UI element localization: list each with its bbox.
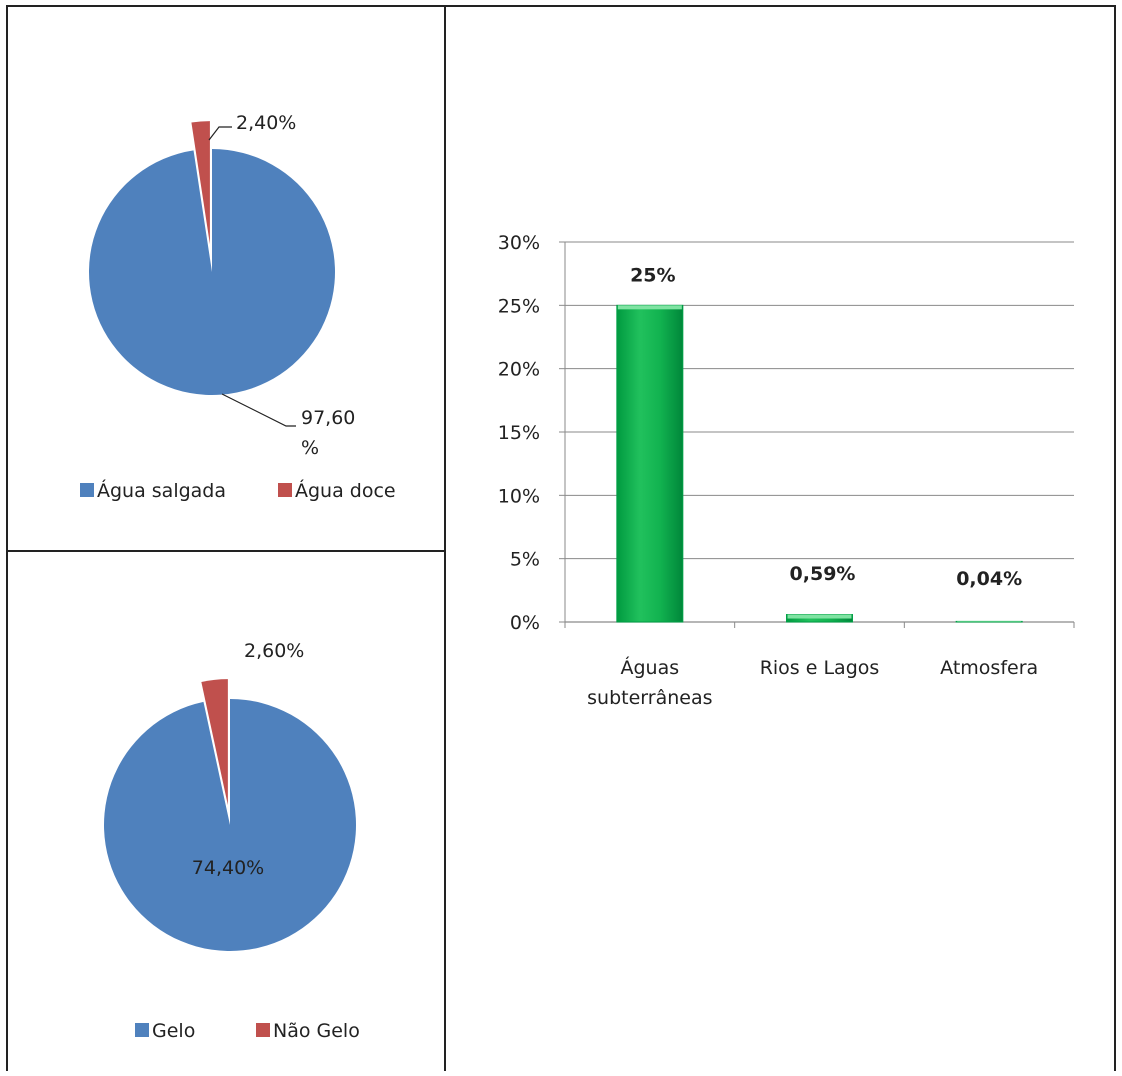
x-tick-label-rios-e-lagos: Rios e Lagos (760, 657, 880, 679)
frame-right-border (1114, 5, 1116, 1071)
bar-chart-freshwater: 0% 5% 10% 15% 20% 25% 30% 25% Águas subterrâneas 0… (498, 232, 1075, 709)
frame-horizontal-divider (6, 550, 445, 552)
y-tick-label: 5% (510, 549, 540, 571)
pie-data-label-agua-salgada: 97,60% (301, 407, 355, 459)
x-tick-label-atmosfera: Atmosfera (940, 657, 1038, 679)
bar-highlight (617, 305, 682, 310)
legend-swatch-nao-gelo (256, 1023, 270, 1037)
bar-highlight (787, 614, 852, 619)
y-tick-label: 0% (510, 612, 540, 634)
legend-label-agua-doce: Água doce (295, 479, 396, 502)
pie-slice-agua-salgada (88, 149, 335, 395)
pie-slice-nao-gelo (201, 679, 228, 806)
legend-label-gelo: Gelo (152, 1020, 195, 1042)
y-tick-label: 25% (498, 295, 540, 317)
frame-vertical-divider (444, 5, 446, 1071)
pie-data-label-gelo: 74,40% (192, 857, 264, 879)
y-tick-label: 15% (498, 422, 540, 444)
leader-line-agua-doce (208, 126, 232, 141)
data-label-atmosfera: 0,04% (956, 568, 1022, 590)
legend-swatch-agua-doce (278, 483, 292, 497)
frame-top-border (6, 5, 1116, 7)
y-tick-label: 10% (498, 485, 540, 507)
bar-highlight (957, 621, 1022, 622)
pie-chart-salt-fresh: 2,40% 97,60 % Água salgada Água doce (80, 112, 396, 502)
pie-slice-gelo (104, 698, 357, 951)
data-label-aguas-subterraneas: 25% (630, 264, 675, 286)
legend-swatch-gelo (135, 1023, 149, 1037)
leader-line-agua-salgada (221, 393, 296, 427)
pie-chart-ice: 2,60% 74,40% Gelo Não Gelo (104, 640, 360, 1042)
y-tick-label: 30% (498, 232, 540, 254)
frame-left-border (6, 5, 8, 1071)
pie-slice-agua-doce (191, 121, 210, 245)
legend-label-nao-gelo: Não Gelo (273, 1020, 360, 1042)
legend-label-agua-salgada: Água salgada (97, 479, 226, 502)
bar-aguas-subterraneas (616, 304, 684, 623)
data-label-rios-e-lagos: 0,59% (790, 563, 856, 585)
x-tick-label-aguas-subterraneas: Águas subterrâneas (587, 656, 712, 709)
y-tick-label: 20% (498, 359, 540, 381)
pie-data-label-nao-gelo: 2,60% (244, 640, 304, 662)
legend-swatch-agua-salgada (80, 483, 94, 497)
pie-data-label-agua-doce: 2,40% (236, 112, 296, 134)
